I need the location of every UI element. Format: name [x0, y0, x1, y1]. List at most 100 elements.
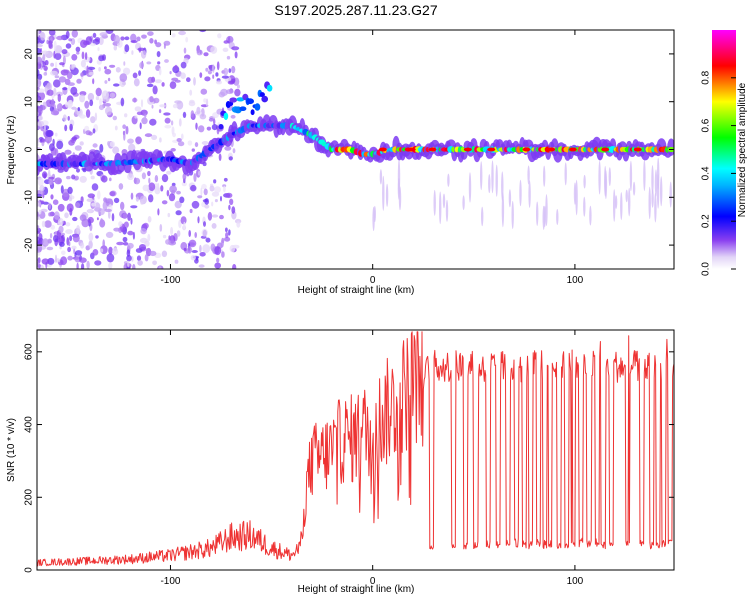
spectrogram-noise-blob	[148, 182, 156, 191]
spectrogram-peak-blob	[633, 147, 642, 152]
spectrogram-noise-blob	[115, 67, 121, 73]
spectrogram-noise-blob	[68, 241, 71, 247]
spectrogram-noise-blob	[134, 115, 138, 119]
spectrogram-noise-blob	[80, 39, 88, 48]
spectrogram-noise-blob	[224, 146, 232, 151]
spectrogram-noise-blob	[158, 109, 162, 114]
spectrogram-noise-blob	[105, 231, 114, 238]
spectrogram-noise-blob	[200, 88, 208, 95]
spectrogram-noise-blob	[79, 175, 87, 183]
spectrogram-noise-blob	[171, 33, 176, 38]
spectrogram-noise-blob	[165, 239, 171, 245]
spectrogram-noise-blob	[186, 77, 191, 83]
spectrogram-noise-blob	[106, 253, 115, 263]
spectrogram-noise-blob	[39, 185, 45, 192]
spectrogram-noise-blob	[147, 76, 154, 84]
spectrogram-noise-blob	[191, 200, 200, 209]
spectrogram-noise-blob	[161, 250, 168, 258]
spectrogram-noise-blob	[130, 40, 138, 44]
spectrogram-noise-blob	[222, 47, 229, 52]
spectrogram-noise-blob	[64, 212, 69, 219]
spectrogram-noise-blob	[64, 149, 72, 155]
spectrogram-noise-blob	[54, 52, 62, 61]
spectrogram-noise-blob	[60, 232, 65, 236]
spectrogram-noise-blob	[132, 97, 138, 103]
spectrogram-noise-blob	[113, 197, 120, 204]
spectrogram-noise-blob	[37, 95, 42, 102]
spectrogram-noise-blob	[194, 142, 199, 148]
spectrogram-noise-blob	[149, 118, 157, 126]
spectrogram-noise-blob	[174, 259, 179, 264]
spectrogram-noise-blob	[46, 83, 51, 89]
spectrogram-noise-blob	[54, 177, 62, 185]
spectrogram-noise-blob	[229, 198, 234, 205]
spectrogram-x-tick-label: 0	[370, 275, 376, 286]
spectrogram-noise-blob	[41, 220, 46, 228]
spectrogram-noise-blob	[50, 62, 54, 67]
spectrogram-noise-blob	[232, 148, 236, 154]
spectrogram-noise-blob	[176, 190, 181, 195]
spectrogram-branch-blob	[239, 106, 247, 111]
spectrogram-noise-blob	[57, 218, 64, 226]
spectrogram-noise-blob	[67, 255, 73, 261]
spectrogram-noise-blob	[53, 40, 57, 50]
spectrogram-streak	[648, 186, 651, 220]
spectrogram-noise-blob	[79, 114, 86, 119]
spectrogram-noise-blob	[105, 106, 113, 116]
spectrogram-noise-blob	[227, 80, 235, 85]
spectrogram-noise-blob	[112, 247, 119, 255]
spectrogram-noise-blob	[70, 86, 78, 95]
spectrogram-noise-blob	[59, 241, 65, 247]
spectrogram-noise-blob	[183, 247, 187, 252]
spectrogram-noise-blob	[85, 109, 91, 118]
spectrogram-noise-blob	[140, 49, 147, 59]
spectrogram-noise-blob	[101, 175, 108, 183]
spectrogram-noise-blob	[127, 242, 134, 249]
spectrogram-peak-blob	[487, 147, 496, 152]
spectrogram-noise-blob	[37, 138, 41, 143]
spectrogram-noise-blob	[37, 78, 42, 88]
spectrogram-noise-blob	[88, 240, 93, 249]
spectrogram-noise-blob	[37, 30, 40, 37]
spectrogram-noise-blob	[125, 125, 129, 135]
spectrogram-y-tick-label: 20	[24, 48, 35, 60]
spectrogram-noise-blob	[71, 174, 76, 180]
spectrogram-noise-blob	[54, 254, 58, 263]
spectrogram-noise-blob	[56, 104, 61, 109]
spectrogram-noise-blob	[159, 137, 162, 143]
spectrogram-noise-blob	[86, 260, 90, 269]
spectrogram-noise-blob	[48, 212, 53, 217]
spectrogram-noise-blob	[53, 235, 59, 243]
spectrogram-noise-blob	[49, 106, 55, 112]
spectrogram-noise-blob	[228, 229, 231, 236]
spectrogram-noise-blob	[109, 64, 116, 68]
spectrogram-noise-blob	[102, 201, 108, 211]
spectrogram-noise-blob	[42, 201, 49, 205]
spectrogram-streak	[445, 199, 449, 222]
spectrogram-noise-blob	[50, 224, 56, 230]
spectrogram-noise-blob	[190, 184, 197, 192]
spectrogram-noise-blob	[86, 65, 89, 74]
spectrogram-noise-blob	[53, 79, 61, 88]
spectrogram-noise-blob	[37, 193, 42, 198]
spectrogram-noise-blob	[68, 99, 74, 107]
spectrogram-noise-blob	[188, 101, 196, 107]
spectrogram-noise-blob	[44, 60, 49, 66]
spectrogram-noise-blob	[80, 59, 86, 68]
spectrogram-noise-blob	[195, 256, 199, 261]
spectrogram-noise-blob	[141, 172, 146, 180]
spectrogram-noise-blob	[174, 64, 178, 71]
spectrogram-noise-blob	[70, 64, 75, 70]
spectrogram-noise-blob	[201, 183, 207, 190]
spectrogram-noise-blob	[48, 30, 56, 36]
spectrogram-noise-blob	[181, 133, 184, 140]
spectrogram-noise-blob	[141, 34, 147, 39]
spectrogram-noise-blob	[48, 40, 53, 49]
spectrogram-noise-blob	[92, 143, 98, 148]
spectrogram-noise-blob	[65, 229, 73, 235]
spectrogram-x-ticks: -100 0 100	[160, 30, 584, 286]
spectrogram-noise-blob	[124, 113, 128, 118]
spectrogram-streak	[462, 195, 465, 210]
spectrogram-noise-blob	[76, 225, 80, 234]
